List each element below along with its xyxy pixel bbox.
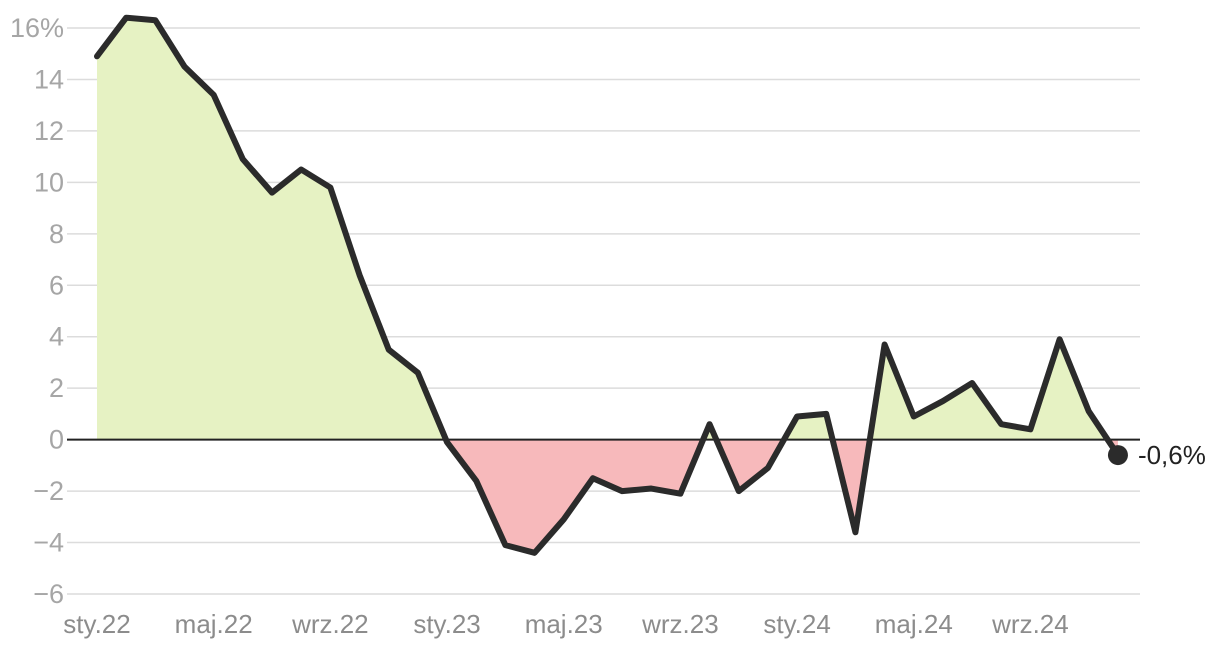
x-tick-label: maj.24 xyxy=(875,609,953,639)
data-point xyxy=(269,190,275,196)
area-fills xyxy=(97,17,1118,553)
y-tick-label: 0 xyxy=(49,425,64,455)
data-point xyxy=(211,92,217,98)
data-point xyxy=(940,398,946,404)
data-point xyxy=(648,486,654,492)
y-axis-ticks: −6 −4 −2 0 2 4 6 8 10 12 14 16% xyxy=(10,13,64,609)
data-point xyxy=(1027,426,1033,432)
data-point xyxy=(998,421,1004,427)
x-tick-label: sty.24 xyxy=(763,609,830,639)
data-point xyxy=(1057,336,1063,342)
x-axis-ticks: sty.22 maj.22 wrz.22 sty.23 maj.23 wrz.23 sty.… xyxy=(63,609,1068,639)
data-point xyxy=(94,53,100,59)
positive-area xyxy=(97,17,446,440)
data-point xyxy=(911,413,917,419)
data-point xyxy=(386,347,392,353)
data-point xyxy=(298,167,304,173)
negative-area xyxy=(445,439,704,553)
y-tick-label: 2 xyxy=(49,373,64,403)
data-point xyxy=(502,542,508,548)
data-point xyxy=(852,529,858,535)
y-tick-label: 14 xyxy=(34,64,64,94)
y-tick-label: 8 xyxy=(49,219,64,249)
data-point xyxy=(823,411,829,417)
positive-area xyxy=(869,339,1108,440)
data-point xyxy=(794,413,800,419)
x-tick-label: wrz.24 xyxy=(991,609,1069,639)
data-point xyxy=(736,488,742,494)
data-point xyxy=(444,439,450,445)
y-tick-label: 16% xyxy=(10,13,64,43)
x-tick-label: sty.22 xyxy=(63,609,130,639)
data-point xyxy=(969,380,975,386)
data-point xyxy=(882,341,888,347)
y-tick-label: −2 xyxy=(33,476,64,506)
last-value-marker xyxy=(1107,445,1128,466)
data-point xyxy=(357,272,363,278)
data-point xyxy=(677,491,683,497)
data-point xyxy=(123,15,129,21)
y-tick-label: 4 xyxy=(49,322,64,352)
data-point xyxy=(707,421,713,427)
data-point xyxy=(240,156,246,162)
data-point xyxy=(415,370,421,376)
data-point xyxy=(152,17,158,23)
y-tick-label: −4 xyxy=(33,528,64,558)
series-line-group xyxy=(94,14,1121,556)
data-point xyxy=(561,516,567,522)
end-annotation: -0,6% xyxy=(1107,440,1206,470)
x-tick-label: sty.23 xyxy=(413,609,480,639)
x-tick-label: maj.23 xyxy=(525,609,603,639)
negative-area xyxy=(832,439,870,533)
series-line xyxy=(94,14,1121,556)
x-tick-label: wrz.23 xyxy=(641,609,719,639)
last-value-label: -0,6% xyxy=(1138,440,1206,470)
y-tick-label: 12 xyxy=(34,116,64,146)
data-point xyxy=(473,478,479,484)
data-point xyxy=(532,550,538,556)
x-tick-label: maj.22 xyxy=(175,609,253,639)
x-tick-label: wrz.22 xyxy=(291,609,369,639)
data-point xyxy=(619,488,625,494)
data-point xyxy=(765,465,771,471)
data-point xyxy=(182,64,188,70)
data-point xyxy=(590,475,596,481)
y-tick-label: −6 xyxy=(33,579,64,609)
y-tick-label: 6 xyxy=(49,270,64,300)
y-tick-label: 10 xyxy=(34,167,64,197)
data-point xyxy=(1086,408,1092,414)
data-point xyxy=(327,185,333,191)
